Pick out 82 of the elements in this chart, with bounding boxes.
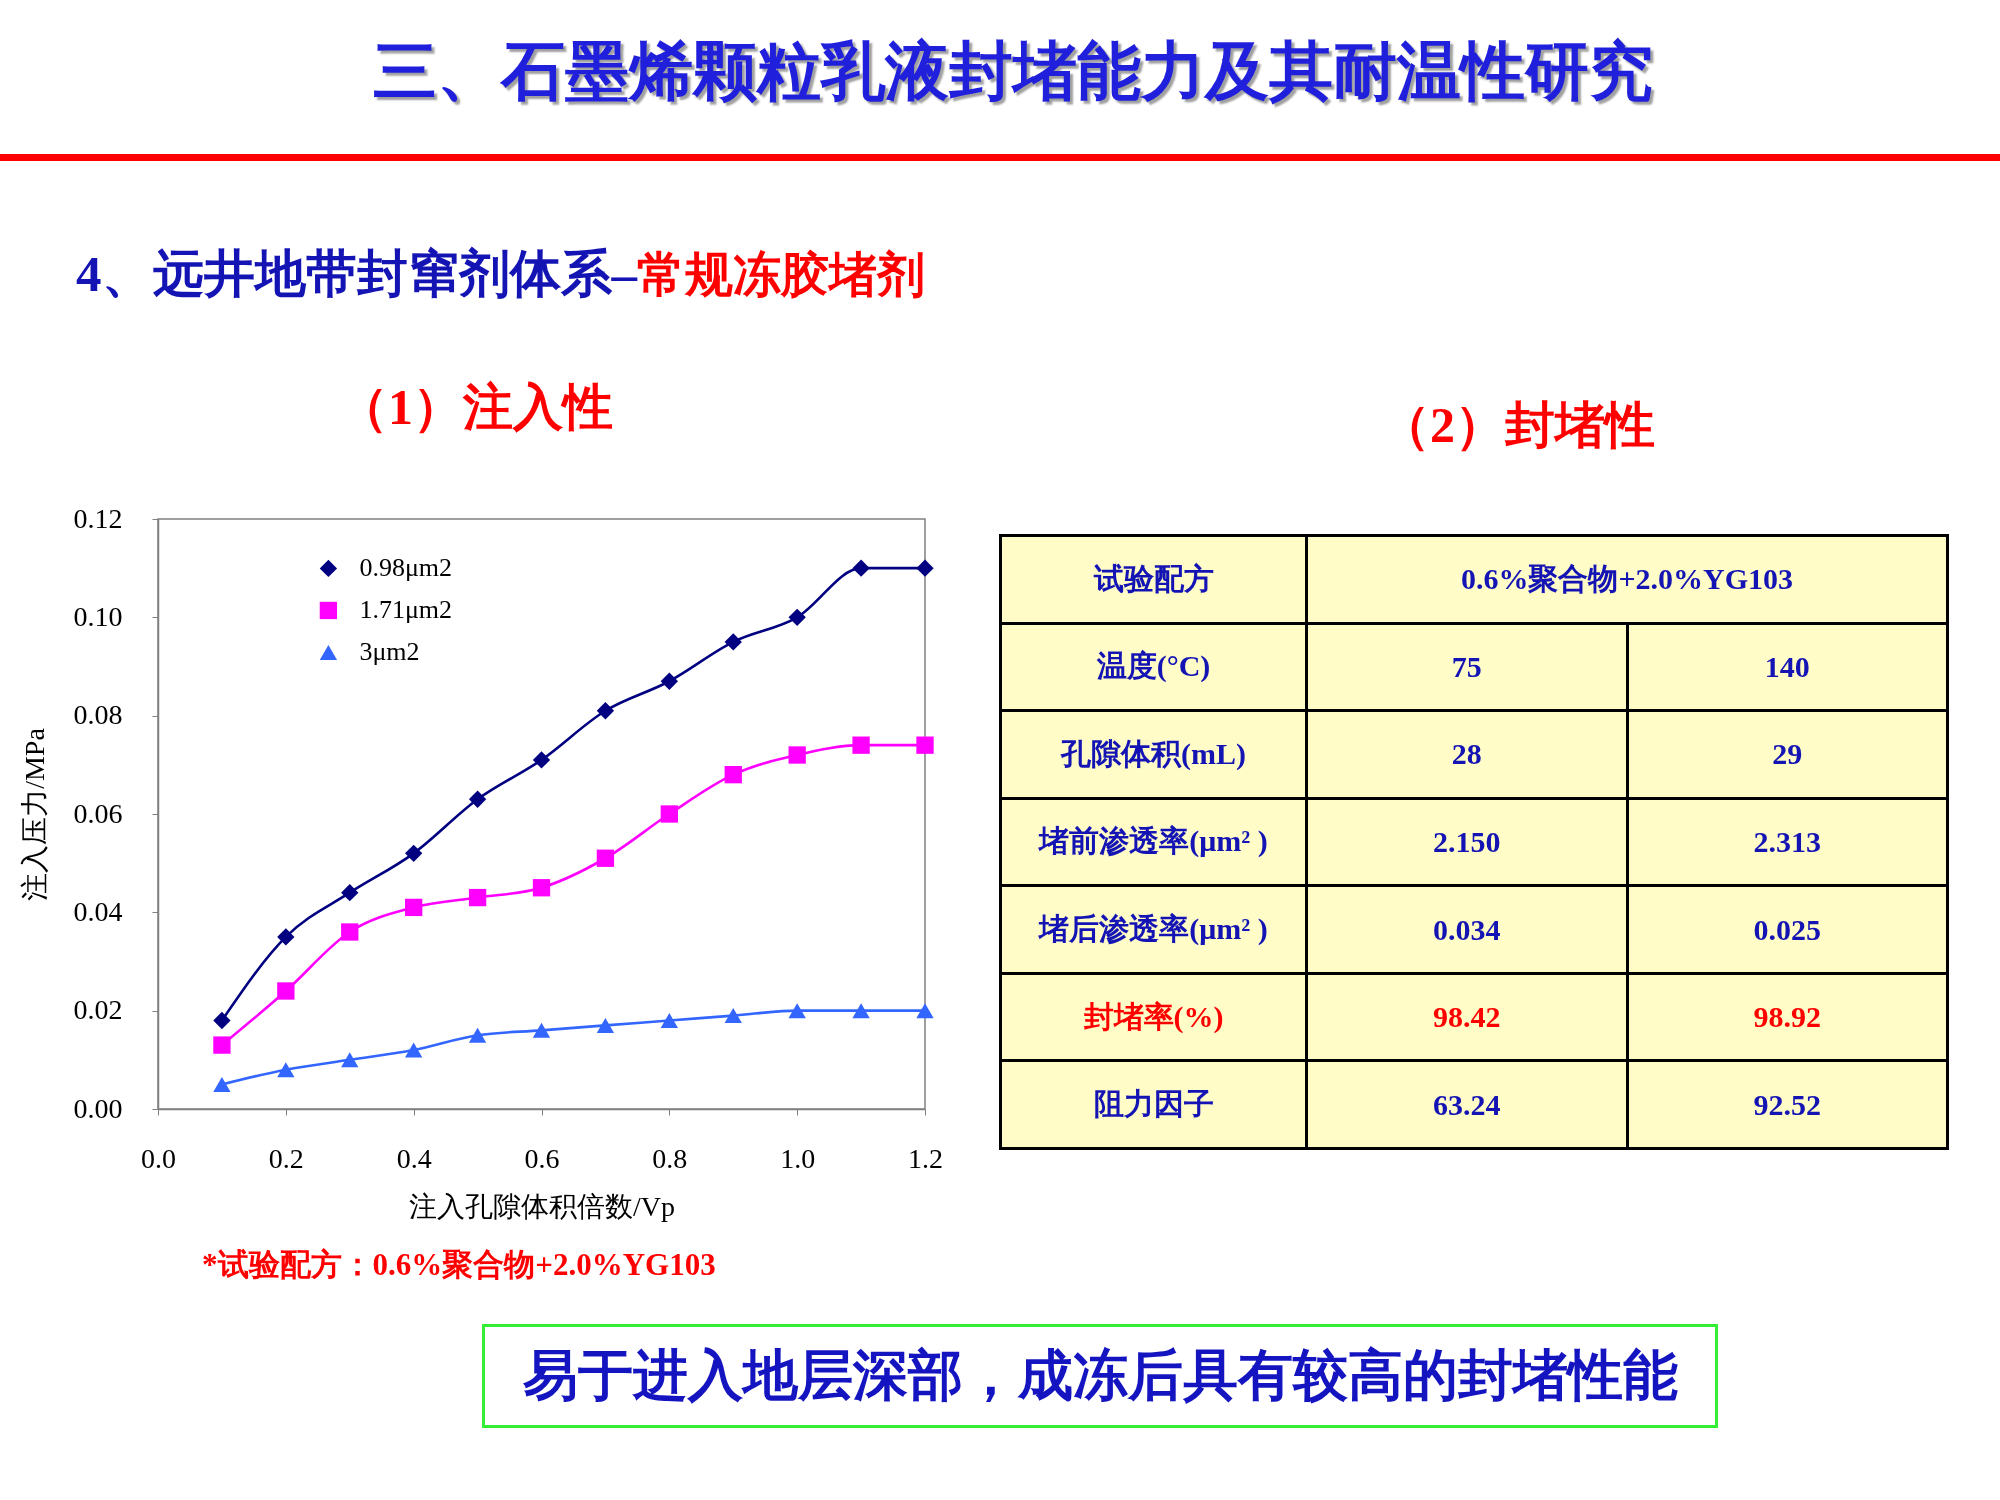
legend-label: 0.98μm2: [359, 553, 453, 583]
text: 75: [1451, 649, 1482, 683]
point: [532, 1022, 551, 1038]
point: [341, 1052, 359, 1068]
text: 63.24: [1433, 1087, 1501, 1121]
point: [596, 702, 615, 720]
text: （2）封堵性: [1380, 396, 1655, 455]
point: [788, 1003, 806, 1019]
point: [788, 608, 806, 626]
point: [277, 1062, 295, 1078]
x-tick-label: 0.6: [524, 1142, 560, 1174]
legend-label: 1.71μm2: [359, 595, 453, 625]
text: 0.025: [1753, 912, 1821, 946]
text: 2.313: [1753, 824, 1821, 858]
chart-subtitle: （1）注入性: [338, 378, 613, 437]
y-tick-label: 0.00: [73, 1092, 123, 1124]
y-tick-label: 0.06: [73, 797, 123, 829]
chart-title: 三、石墨烯颗粒乳液封堵能力及其耐温性研究: [372, 35, 1654, 109]
category-label: 孔隙体积(mL): [1061, 736, 1246, 770]
point: [341, 923, 359, 941]
text: 常规冻胶堵剂: [637, 248, 925, 301]
text: 2.150: [1433, 824, 1501, 858]
point: [660, 672, 678, 690]
point: [277, 982, 295, 1000]
text: *试验配方：0.6%聚合物+2.0%YG103: [202, 1246, 716, 1284]
y-tick-label: 0.08: [73, 699, 123, 731]
y-tick-label: 0.04: [73, 895, 123, 927]
text: 98.92: [1753, 1000, 1821, 1034]
point: [788, 746, 806, 764]
point: [852, 736, 870, 754]
point: [660, 805, 678, 823]
y-tick-label: 0.02: [73, 994, 123, 1026]
point: [724, 633, 742, 651]
point: [724, 766, 742, 784]
point: [213, 1036, 231, 1054]
point: [852, 1003, 870, 1019]
point: [724, 1008, 742, 1024]
x-tick-label: 0.4: [396, 1142, 432, 1174]
point: [916, 1003, 934, 1019]
point: [596, 849, 615, 867]
text: 92.52: [1753, 1087, 1821, 1121]
category-label: 堵后渗透率(μm² ): [1039, 912, 1268, 946]
text: 140: [1764, 649, 1810, 683]
category-label: 阻力因子: [1093, 1087, 1214, 1121]
x-tick-label: 0.2: [268, 1142, 304, 1174]
point: [916, 559, 934, 577]
point: [341, 884, 359, 902]
point: [468, 1027, 487, 1043]
category-label: 封堵率(%): [1083, 999, 1224, 1033]
x-tick-label: 0.0: [141, 1142, 176, 1174]
point: [405, 844, 423, 862]
text: 4、远井地带封窜剂体系–: [76, 246, 637, 302]
point: [277, 928, 295, 946]
category-label: 堵前渗透率(μm² ): [1039, 824, 1268, 858]
point: [405, 898, 423, 917]
text: 0.034: [1433, 912, 1501, 946]
y-axis-title: 注入压力/MPa: [18, 727, 50, 901]
text: 98.42: [1433, 1000, 1501, 1034]
x-axis-title: 注入孔隙体积倍数/Vp: [409, 1190, 675, 1222]
point: [852, 559, 870, 577]
point: [532, 879, 551, 897]
text: 29: [1772, 737, 1803, 771]
point: [213, 1076, 231, 1092]
x-tick-label: 0.8: [652, 1142, 688, 1174]
x-tick-label: 1.0: [780, 1142, 816, 1174]
point: [532, 751, 551, 769]
y-tick-label: 0.12: [73, 502, 123, 534]
point: [660, 1013, 678, 1028]
point: [916, 736, 934, 754]
category-label: 试验配方: [1093, 561, 1214, 595]
category-label: 温度(°C): [1096, 649, 1211, 683]
legend-label: 3μm2: [359, 637, 420, 667]
point: [213, 1011, 231, 1030]
text: 易于进入地层深部，成冻后具有较高的封堵性能: [521, 1344, 1679, 1408]
point: [468, 790, 487, 808]
x-tick-label: 1.2: [908, 1142, 943, 1174]
text: 0.6%聚合物+2.0%YG103: [1460, 561, 1794, 595]
y-tick-label: 0.10: [73, 600, 123, 632]
point: [405, 1042, 423, 1058]
text: 28: [1451, 737, 1482, 771]
point: [596, 1017, 615, 1033]
point: [468, 888, 487, 907]
